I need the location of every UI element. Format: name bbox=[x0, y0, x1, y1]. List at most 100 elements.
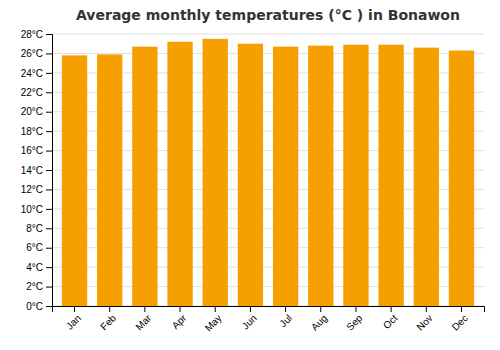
plot: 0°C 2°C 4°C 6°C 8°C 10°C 12°C 14°C 16°C 18°C 20°C 2… bbox=[21, 29, 485, 334]
y-tick-label: 10°C bbox=[21, 204, 43, 215]
bar bbox=[414, 48, 439, 306]
y-tick-label: 0°C bbox=[26, 301, 43, 312]
bar bbox=[167, 42, 192, 306]
x-tick-label: Apr bbox=[170, 312, 189, 331]
y-tick-mark bbox=[46, 34, 52, 35]
y-tick-label: 20°C bbox=[21, 106, 43, 117]
x-axis: Jan Feb Mar Apr May Jun Jul Aug Sep Oct Nov Dec bbox=[53, 306, 485, 334]
x-tick-label: Dec bbox=[450, 312, 470, 332]
x-axis-line bbox=[53, 307, 485, 313]
y-tick: 14°C bbox=[21, 165, 52, 176]
y-tick: 24°C bbox=[21, 68, 52, 79]
x-tick: Nov bbox=[414, 306, 434, 333]
y-tick: 26°C bbox=[21, 48, 52, 59]
y-tick-mark bbox=[46, 112, 52, 113]
bar bbox=[203, 39, 228, 306]
y-tick: 2°C bbox=[26, 281, 52, 292]
x-tick: Sep bbox=[344, 306, 365, 333]
x-tick: Jul bbox=[277, 306, 294, 329]
x-tick: Feb bbox=[98, 306, 118, 332]
y-tick-label: 6°C bbox=[26, 242, 43, 253]
x-tick-label: Jun bbox=[240, 312, 259, 331]
y-axis-line bbox=[46, 35, 53, 307]
y-tick-label: 28°C bbox=[21, 29, 43, 40]
y-tick-mark bbox=[46, 189, 52, 190]
x-tick-mark bbox=[215, 306, 216, 312]
x-tick-label: Feb bbox=[98, 312, 118, 332]
x-tick: Oct bbox=[381, 306, 400, 331]
grid-line bbox=[52, 34, 484, 35]
x-tick: Jan bbox=[64, 306, 83, 332]
y-tick: 8°C bbox=[26, 223, 52, 234]
x-tick-label: Sep bbox=[344, 312, 365, 333]
x-tick-mark bbox=[109, 306, 110, 312]
x-tick-mark bbox=[391, 306, 392, 312]
x-tick: Apr bbox=[170, 306, 189, 331]
y-tick-label: 16°C bbox=[21, 145, 43, 156]
x-tick-label: Aug bbox=[309, 312, 329, 332]
y-tick: 4°C bbox=[26, 262, 52, 273]
x-tick-label: Jan bbox=[64, 312, 83, 331]
x-tick-mark bbox=[285, 306, 286, 312]
y-tick: 12°C bbox=[21, 184, 52, 195]
bar bbox=[132, 47, 157, 306]
x-tick: May bbox=[203, 306, 224, 334]
y-tick-mark bbox=[46, 287, 52, 288]
x-tick-mark bbox=[426, 306, 427, 312]
x-tick-label: Oct bbox=[381, 312, 400, 331]
bars bbox=[62, 39, 474, 306]
bar bbox=[308, 46, 333, 306]
y-tick-mark bbox=[46, 151, 52, 152]
y-tick-label: 18°C bbox=[21, 126, 43, 137]
y-tick-mark bbox=[46, 228, 52, 229]
x-tick-label: May bbox=[203, 312, 224, 333]
y-tick-mark bbox=[46, 53, 52, 54]
y-tick: 16°C bbox=[21, 145, 52, 156]
x-tick: Jun bbox=[240, 306, 259, 332]
y-tick: 6°C bbox=[26, 242, 52, 253]
bar bbox=[62, 55, 87, 306]
x-tick-mark bbox=[250, 306, 251, 312]
title: Average monthly temperatures (°C ) in Bo… bbox=[76, 7, 460, 23]
y-tick-label: 8°C bbox=[26, 223, 43, 234]
x-tick-label: Nov bbox=[414, 312, 434, 332]
y-tick-mark bbox=[46, 209, 52, 210]
y-tick-mark bbox=[46, 131, 52, 132]
bar bbox=[273, 47, 298, 306]
y-tick: 0°C bbox=[26, 301, 52, 312]
y-tick-mark bbox=[46, 73, 52, 74]
y-tick-label: 4°C bbox=[26, 262, 43, 273]
y-tick-label: 22°C bbox=[21, 87, 43, 98]
x-tick-label: Jul bbox=[277, 312, 294, 329]
bar bbox=[449, 51, 474, 306]
x-tick-mark bbox=[74, 306, 75, 312]
y-tick-label: 26°C bbox=[21, 48, 43, 59]
grid bbox=[52, 34, 484, 306]
bar bbox=[378, 45, 403, 306]
x-tick: Dec bbox=[450, 306, 470, 333]
y-tick: 22°C bbox=[21, 87, 52, 98]
bar bbox=[238, 44, 263, 306]
y-tick-mark bbox=[46, 267, 52, 268]
chart: 0°C 2°C 4°C 6°C 8°C 10°C 12°C 14°C 16°C 18°C 20°C 2… bbox=[0, 0, 500, 350]
bar bbox=[343, 45, 368, 306]
x-tick-mark bbox=[355, 306, 356, 312]
y-tick: 20°C bbox=[21, 106, 52, 117]
x-tick: Aug bbox=[309, 306, 329, 333]
x-tick-mark bbox=[180, 306, 181, 312]
y-tick-label: 14°C bbox=[21, 165, 43, 176]
y-tick-mark bbox=[46, 306, 52, 307]
x-tick-mark bbox=[320, 306, 321, 312]
y-tick: 18°C bbox=[21, 126, 52, 137]
y-tick-mark bbox=[46, 248, 52, 249]
y-tick: 10°C bbox=[21, 204, 52, 215]
y-tick-mark bbox=[46, 170, 52, 171]
x-tick: Mar bbox=[133, 306, 153, 332]
x-tick-mark bbox=[461, 306, 462, 312]
bar bbox=[97, 54, 122, 306]
y-tick-label: 12°C bbox=[21, 184, 43, 195]
y-tick-label: 2°C bbox=[26, 281, 43, 292]
y-tick-mark bbox=[46, 92, 52, 93]
x-tick-label: Mar bbox=[133, 312, 153, 332]
y-tick: 28°C bbox=[21, 29, 52, 40]
